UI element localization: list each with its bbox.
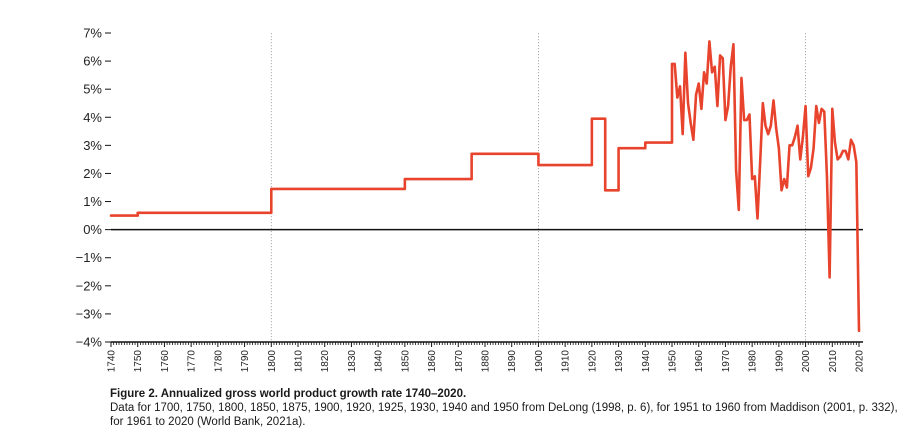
x-tick-label: 1840	[374, 350, 385, 373]
y-tick-label: 4%	[83, 110, 102, 125]
x-tick-label: 1760	[160, 350, 171, 373]
y-tick-label: 5%	[83, 82, 102, 97]
reference-lines	[270, 33, 806, 342]
figure-caption: Figure 2. Annualized gross world product…	[110, 387, 900, 429]
x-tick-label: 1750	[133, 350, 144, 373]
x-tick-label: 1890	[507, 350, 518, 373]
x-tick-label: 1970	[721, 350, 732, 373]
x-tick-label: 2000	[801, 350, 812, 373]
x-tick-label: 1870	[454, 350, 465, 373]
x-tick-label: 1850	[400, 350, 411, 373]
series-line-growth-rate	[109, 40, 861, 333]
x-tick-label: 1780	[213, 350, 224, 373]
x-tick-label: 1740	[107, 350, 118, 373]
x-tick-label: 1790	[240, 350, 251, 373]
x-tick-label: 1900	[534, 350, 545, 373]
x-axis-ticks: 1740 1750 1760 1770 1780 1790 1800 1810 1820 1830…	[107, 342, 866, 372]
y-tick-label: −1%	[76, 250, 103, 265]
growth-rate-chart: −4% −3% −2% −1% 0% 1% 2% 3% 4% 5% 6% 7% 1740 1750 176…	[76, 26, 866, 373]
x-tick-label: 2010	[828, 350, 839, 373]
y-tick-label: 0%	[83, 222, 102, 237]
x-tick-label: 1910	[561, 350, 572, 373]
y-tick-label: −3%	[76, 306, 103, 321]
x-tick-label: 2020	[855, 350, 866, 373]
x-tick-label: 1980	[748, 350, 759, 373]
caption-title: Figure 2. Annualized gross world product…	[110, 388, 467, 400]
x-tick-label: 1810	[294, 350, 305, 373]
y-tick-label: 6%	[83, 54, 102, 69]
y-tick-label: 2%	[83, 166, 102, 181]
y-tick-label: 1%	[83, 194, 102, 209]
caption-note: Data for 1700, 1750, 1800, 1850, 1875, 1…	[110, 402, 898, 428]
x-tick-label: 1830	[347, 350, 358, 373]
x-tick-label: 1960	[694, 350, 705, 373]
x-tick-label: 1860	[427, 350, 438, 373]
x-tick-label: 1880	[481, 350, 492, 373]
y-tick-label: −2%	[76, 278, 103, 293]
y-tick-label: −4%	[76, 335, 103, 350]
y-tick-label: 3%	[83, 138, 102, 153]
x-tick-label: 1800	[267, 350, 278, 373]
y-axis-ticks: −4% −3% −2% −1% 0% 1% 2% 3% 4% 5% 6% 7%	[76, 26, 111, 350]
x-tick-label: 1920	[587, 350, 598, 373]
x-tick-label: 1940	[641, 350, 652, 373]
x-tick-label: 1820	[320, 350, 331, 373]
x-tick-label: 1770	[187, 350, 198, 373]
x-tick-label: 1990	[774, 350, 785, 373]
x-tick-label: 1930	[614, 350, 625, 373]
x-tick-label: 1950	[668, 350, 679, 373]
y-tick-label: 7%	[83, 26, 102, 41]
